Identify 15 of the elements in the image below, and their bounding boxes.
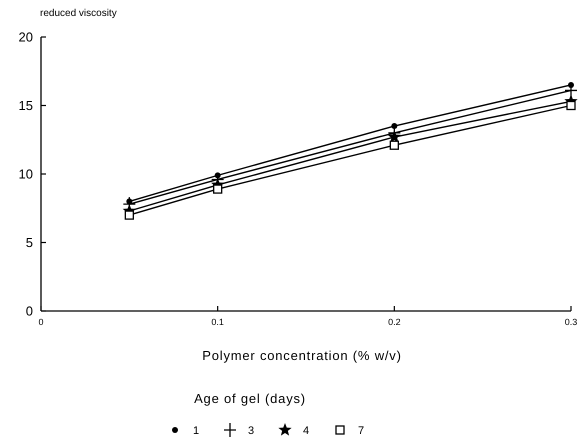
x-tick-label: 0.2 — [388, 317, 401, 327]
y-axis-title: reduced viscosity — [40, 8, 117, 19]
legend-label: 4 — [303, 425, 310, 437]
x-tick-label: 0.3 — [564, 317, 578, 327]
y-tick-label: 5 — [26, 235, 33, 250]
y-tick-label: 10 — [18, 166, 33, 182]
x-tick-label: 0 — [38, 317, 44, 327]
x-axis-title: Polymer concentration (% w/v) — [202, 348, 402, 363]
y-tick-label: 15 — [18, 98, 33, 114]
y-tick-label: 20 — [18, 30, 33, 45]
legend-title: Age of gel (days) — [194, 391, 306, 406]
x-tick-label: 0.1 — [211, 317, 224, 327]
legend-label: 7 — [358, 425, 364, 437]
legend-label: 3 — [248, 425, 254, 437]
legend-label: 1 — [193, 425, 200, 437]
